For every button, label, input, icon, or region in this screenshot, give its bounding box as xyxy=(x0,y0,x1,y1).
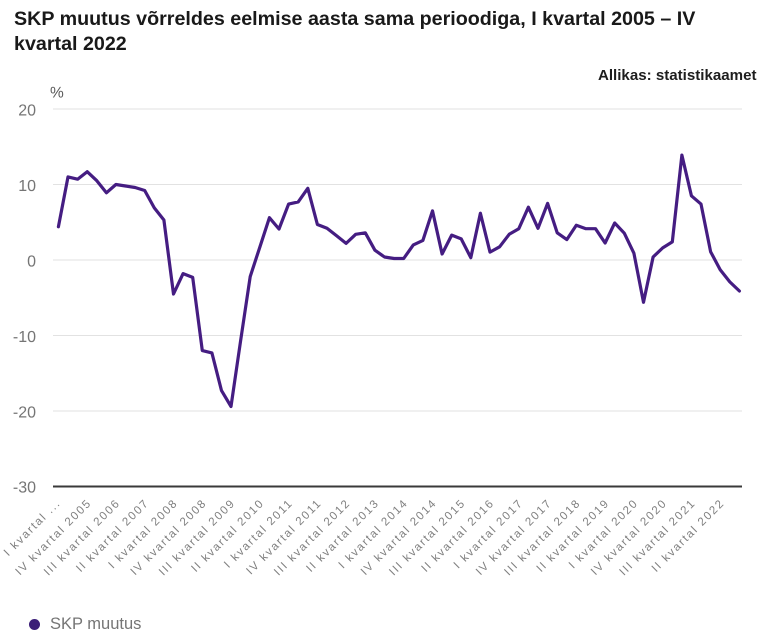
svg-text:-30: -30 xyxy=(13,480,36,497)
svg-text:0: 0 xyxy=(27,254,36,271)
svg-text:%: % xyxy=(50,85,64,102)
svg-text:-10: -10 xyxy=(13,329,36,346)
svg-text:-20: -20 xyxy=(13,405,36,422)
svg-text:20: 20 xyxy=(18,103,36,120)
svg-text:10: 10 xyxy=(18,178,36,195)
